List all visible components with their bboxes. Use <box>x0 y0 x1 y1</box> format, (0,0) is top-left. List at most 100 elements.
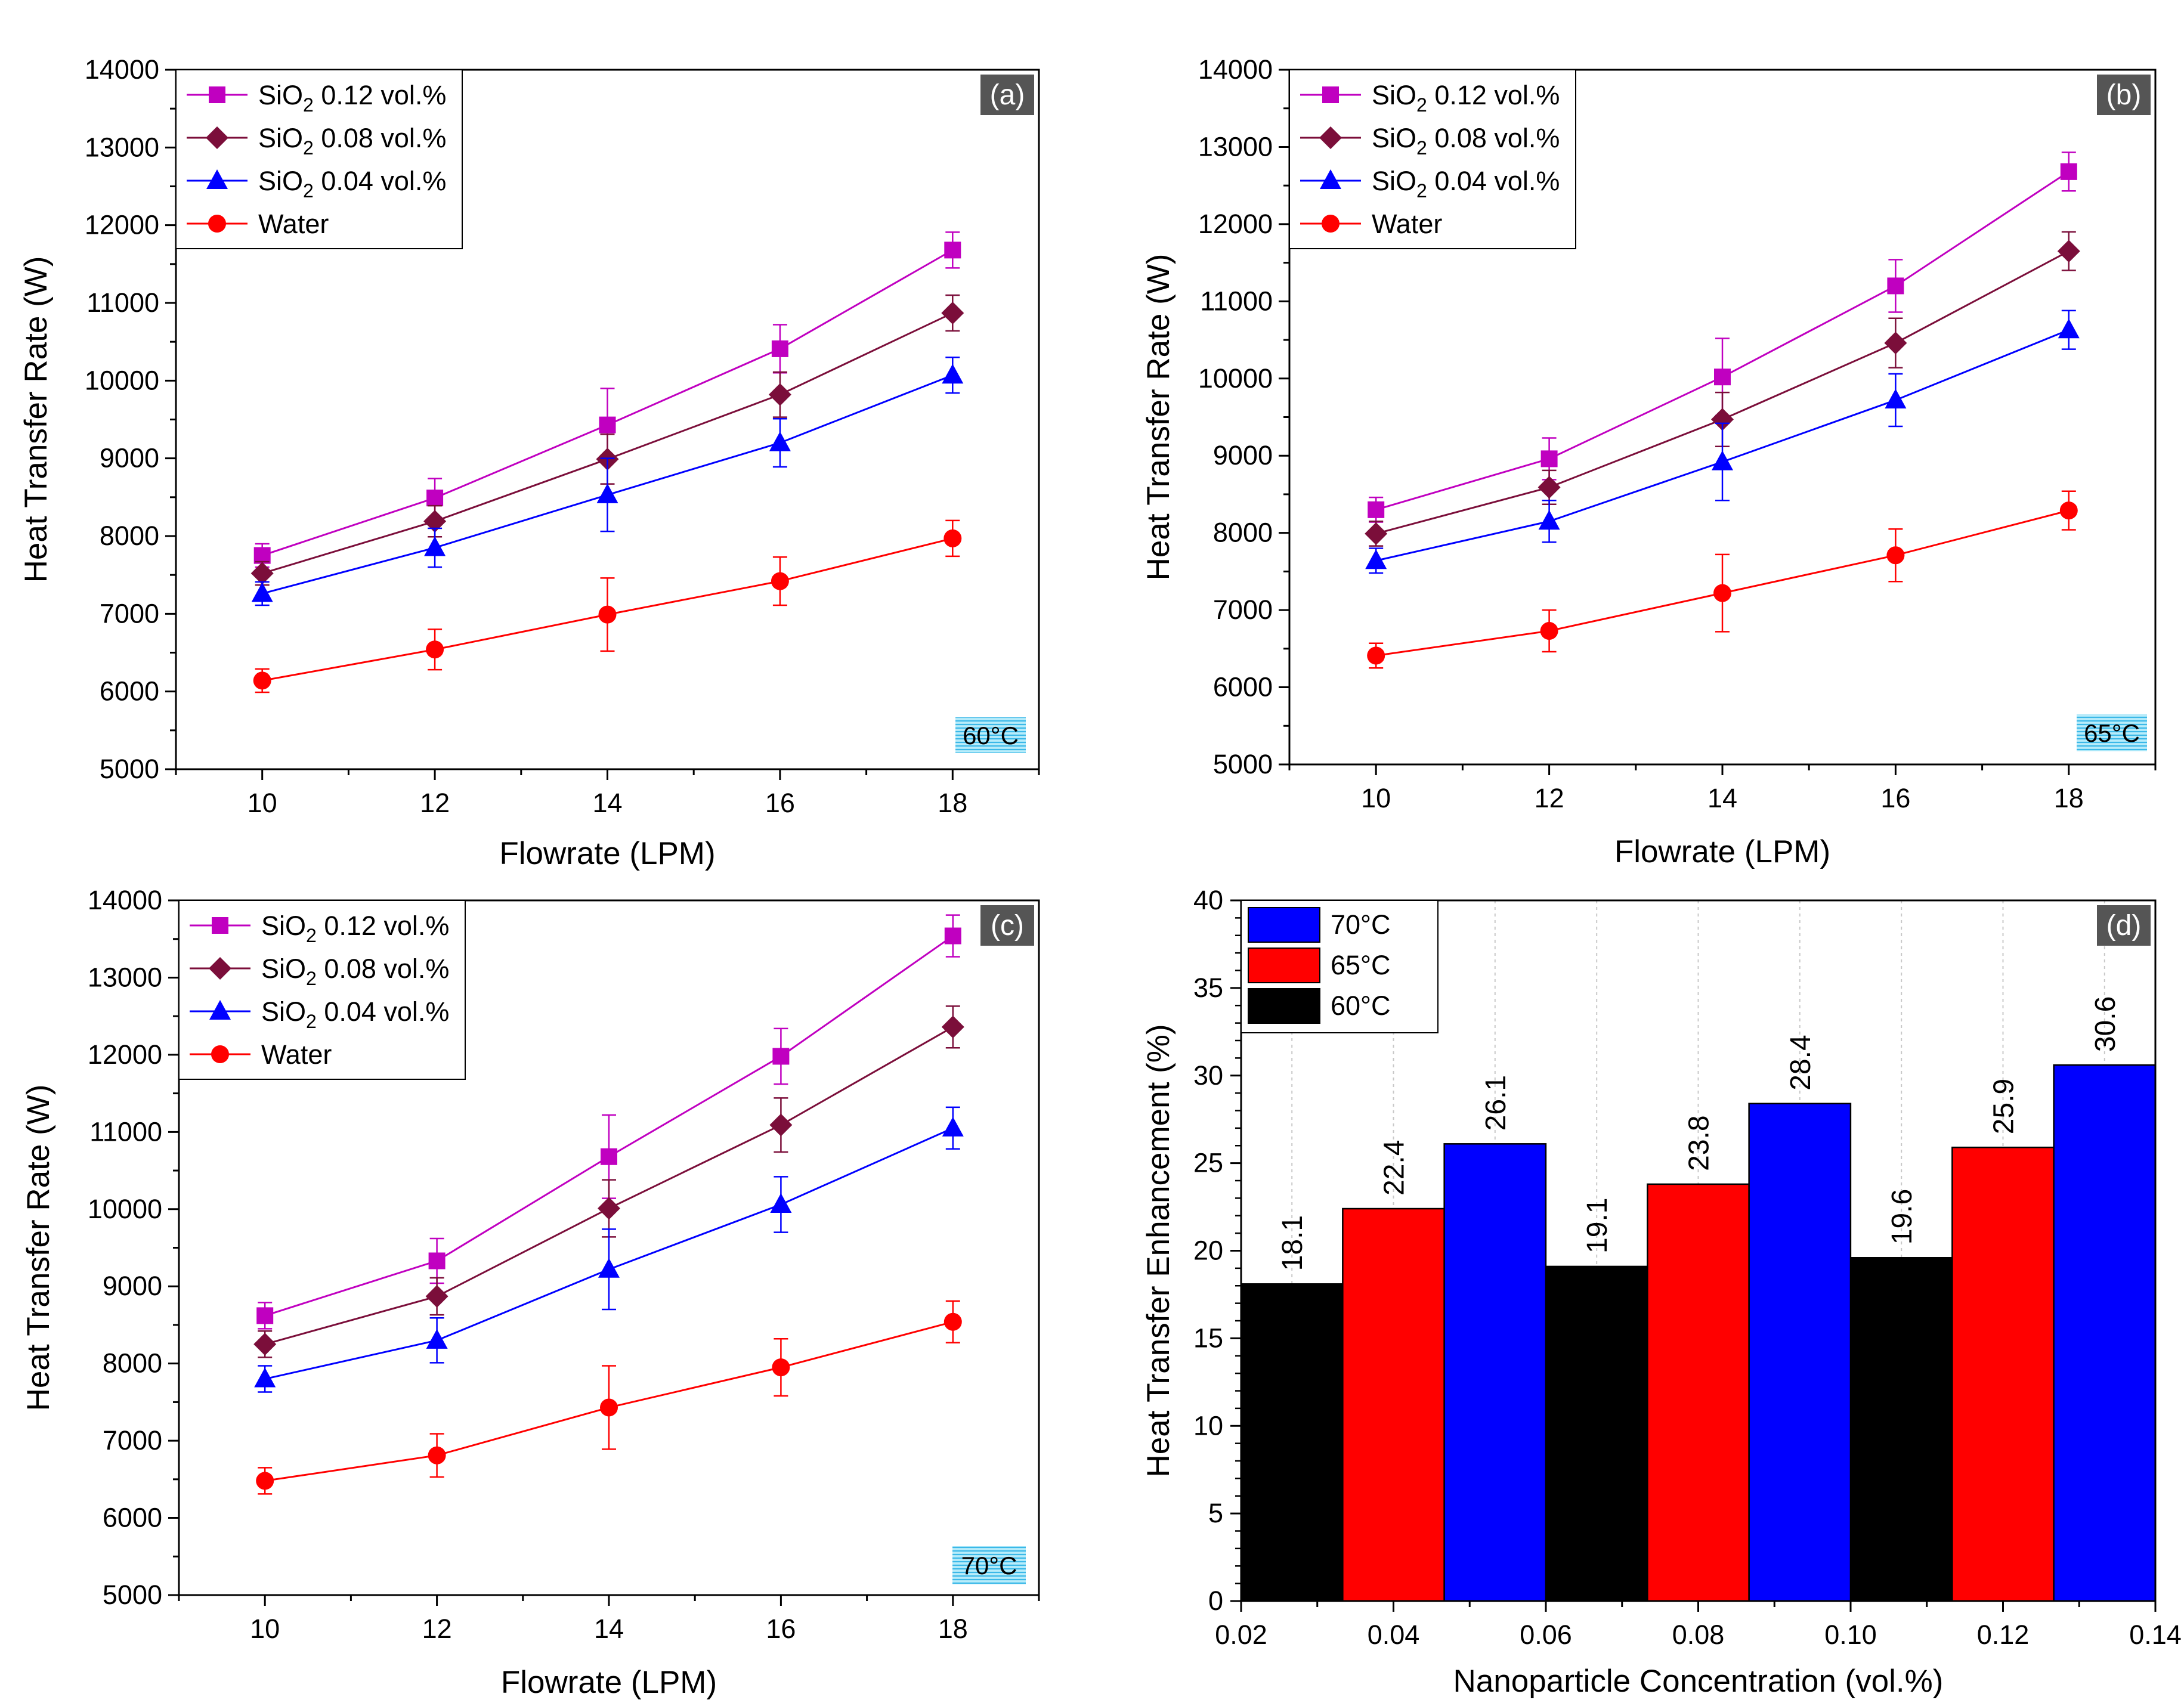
y-axis-title: Heat Transfer Rate (W) <box>1141 254 1176 581</box>
data-point-1 <box>1538 510 1560 530</box>
x-tick-label: 14 <box>592 788 622 818</box>
chart-panel-c: 5000 6000 7000 8000 9000 10000 11000 12000 13000… <box>21 885 1040 1700</box>
bar-value-label: 26.1 <box>1480 1075 1512 1131</box>
bar-series-60: 18.1 19.1 19.6 <box>1240 1189 1953 1602</box>
legend-entry: Water <box>1372 209 1442 239</box>
data-point-legend-3 <box>1322 215 1340 233</box>
x-tick-label: 0.06 <box>1520 1620 1572 1650</box>
bar <box>1748 1103 1852 1602</box>
data-point-4 <box>941 1015 964 1039</box>
data-point-4 <box>2057 240 2080 263</box>
data-point-4 <box>942 364 964 384</box>
legend-text-subscript: 2 <box>1416 137 1427 159</box>
data-point-3 <box>1884 332 1907 355</box>
x-tick-label: 18 <box>2054 783 2084 813</box>
legend-text-main: Water <box>1372 209 1442 239</box>
temperature-label-bg <box>2077 714 2147 751</box>
legend-text-suffix: 0.08 vol.% <box>314 123 447 153</box>
x-tick-label: 0.02 <box>1215 1620 1267 1650</box>
panel-label-box <box>980 905 1034 946</box>
bar-value-label: 30.6 <box>2090 996 2121 1052</box>
panel-label: (c) <box>980 905 1034 946</box>
y-axis-title: Heat Transfer Rate (W) <box>21 1085 56 1411</box>
legend-text-subscript: 2 <box>1416 94 1427 116</box>
data-point-4 <box>944 241 961 259</box>
temperature-label: 70°C <box>952 1546 1026 1584</box>
panel-label: (a) <box>980 75 1034 115</box>
data-point-2 <box>598 605 617 624</box>
x-tick-label: 16 <box>1880 783 1910 813</box>
data-point-1 <box>1540 450 1558 467</box>
data-point-2 <box>598 1258 620 1278</box>
panel-label-text: (a) <box>990 79 1025 111</box>
data-point-2 <box>598 1197 620 1220</box>
y-tick-label: 13000 <box>88 962 162 992</box>
temperature-label: 65°C <box>2077 714 2147 751</box>
y-axis-title: Heat Transfer Enhancement (%) <box>1141 1024 1176 1477</box>
bar-value-label: 25.9 <box>1988 1079 2020 1134</box>
temperature-label-text: 70°C <box>961 1552 1017 1580</box>
bar <box>1849 1257 1953 1602</box>
x-tick-label: 10 <box>250 1614 280 1644</box>
data-point-legend-1 <box>209 957 231 980</box>
data-point-3 <box>769 431 791 451</box>
x-axis-title: Flowrate (LPM) <box>1614 834 1830 869</box>
data-point-0 <box>1367 646 1385 665</box>
legend-entry: 70°C <box>1331 909 1391 940</box>
data-point-4 <box>943 529 962 547</box>
legend-entry: SiO2 0.04 vol.% <box>261 996 449 1032</box>
chart-panel-b: 5000 6000 7000 8000 9000 10000 11000 12000 13000… <box>1141 54 2157 869</box>
data-point-legend-2 <box>206 169 228 189</box>
temperature-label-bg <box>952 1546 1026 1584</box>
y-tick-label: 11000 <box>89 1116 162 1147</box>
data-point-3 <box>770 1193 792 1213</box>
y-tick-label: 30 <box>1193 1060 1223 1091</box>
bar-value-label: 23.8 <box>1684 1115 1715 1171</box>
y-tick-label: 10000 <box>88 1194 162 1224</box>
bar-value-label: 18.1 <box>1277 1215 1308 1271</box>
data-point-2 <box>600 1398 618 1417</box>
series-sio2-0-12-vol- <box>1368 151 2077 523</box>
x-tick-label: 10 <box>248 788 277 818</box>
x-tick-label: 14 <box>1707 783 1737 813</box>
legend-text-main: SiO <box>258 80 303 110</box>
y-tick-label: 20 <box>1193 1236 1223 1266</box>
legend-text-suffix: 0.12 vol.% <box>317 911 450 941</box>
data-point-legend-0 <box>1322 86 1339 103</box>
data-point-1 <box>428 1446 446 1464</box>
bar <box>1342 1207 1445 1602</box>
data-point-0 <box>256 1472 274 1490</box>
y-tick-label: 7000 <box>1213 594 1273 625</box>
data-point-4 <box>944 927 961 945</box>
series-sio2-0-04-vol- <box>251 356 964 606</box>
y-tick-label: 40 <box>1193 885 1223 915</box>
y-tick-label: 9000 <box>100 443 159 473</box>
legend-entry: SiO2 0.12 vol.% <box>1372 80 1560 116</box>
legend-text-subscript: 2 <box>1416 180 1427 202</box>
legend-entry: Water <box>261 1039 332 1070</box>
data-point-legend-3 <box>211 1045 229 1063</box>
legend: 70°C 65°C 60°C <box>1241 900 1439 1033</box>
y-tick-label: 7000 <box>100 598 159 628</box>
series-sio2-0-12-vol- <box>256 914 961 1330</box>
data-point-0 <box>1365 549 1387 569</box>
y-tick-label: 9000 <box>103 1271 162 1301</box>
y-tick-label: 13000 <box>85 132 159 162</box>
data-point-4 <box>2058 318 2080 339</box>
x-tick-label: 12 <box>422 1614 452 1644</box>
x-axis-title: Flowrate (LPM) <box>499 836 715 871</box>
data-point-1 <box>424 536 446 556</box>
x-axis-title: Flowrate (LPM) <box>501 1665 717 1700</box>
y-tick-label: 13000 <box>1198 131 1273 162</box>
panel-label: (d) <box>2097 905 2151 946</box>
bar <box>1443 1143 1547 1602</box>
x-axis-title: Nanoparticle Concentration (vol.%) <box>1453 1664 1944 1699</box>
temperature-label-text: 65°C <box>2084 719 2140 747</box>
y-tick-label: 11000 <box>86 287 159 318</box>
legend-text-subscript: 2 <box>306 925 317 946</box>
y-tick-label: 12000 <box>88 1039 162 1070</box>
data-point-2 <box>1711 408 1734 431</box>
y-tick-label: 14000 <box>88 885 162 915</box>
x-tick-label: 12 <box>420 788 450 818</box>
data-point-4 <box>943 1312 962 1331</box>
